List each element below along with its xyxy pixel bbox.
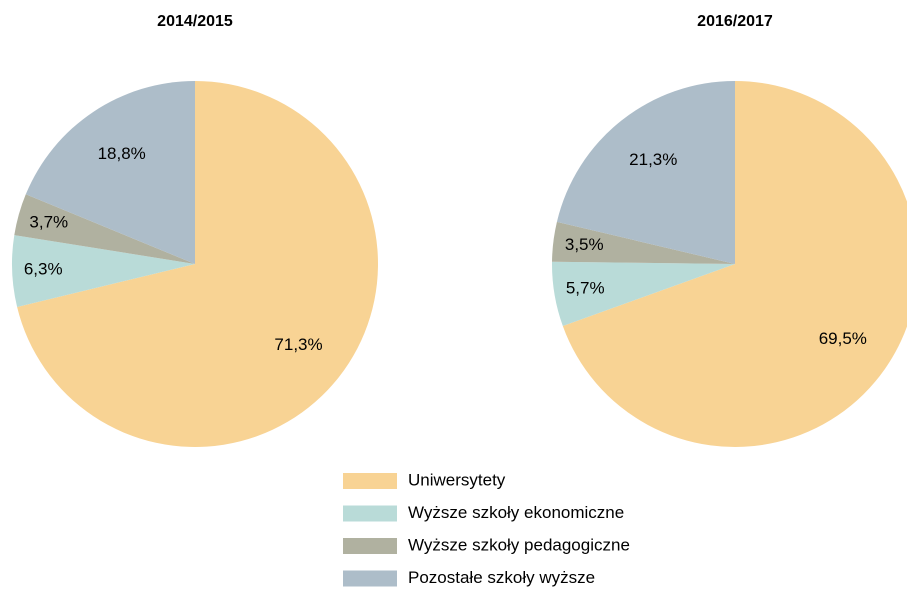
pie-slice bbox=[17, 81, 378, 447]
data-label: 3,5% bbox=[565, 235, 604, 254]
pie-slice bbox=[11, 235, 195, 307]
data-label: 5,7% bbox=[566, 279, 605, 298]
data-label: 69,5% bbox=[819, 329, 867, 348]
chart-title: 2014/2015 bbox=[157, 13, 233, 30]
pie-slice bbox=[14, 194, 196, 264]
pie-slice bbox=[552, 221, 735, 264]
pie-slice bbox=[25, 80, 196, 264]
data-label: 21,3% bbox=[629, 150, 677, 169]
legend-label: Wyższe szkoły pedagogiczne bbox=[408, 535, 630, 554]
legend-swatch bbox=[343, 473, 397, 489]
legend-label: Pozostałe szkoły wyższe bbox=[408, 568, 595, 587]
pie-slice bbox=[552, 261, 735, 326]
data-label: 18,8% bbox=[98, 144, 146, 163]
data-label: 71,3% bbox=[274, 335, 322, 354]
legend-swatch bbox=[343, 505, 397, 522]
data-label: 3,7% bbox=[29, 212, 68, 231]
legend-label: Uniwersytety bbox=[408, 470, 506, 489]
data-label: 6,3% bbox=[24, 259, 63, 278]
legend-swatch bbox=[343, 570, 397, 587]
chart-title: 2016/2017 bbox=[697, 13, 773, 30]
pie-slice bbox=[556, 81, 735, 264]
legend-label: Wyższe szkoły ekonomiczne bbox=[408, 503, 624, 522]
pie-slice bbox=[562, 81, 907, 447]
legend-swatch bbox=[343, 538, 397, 554]
